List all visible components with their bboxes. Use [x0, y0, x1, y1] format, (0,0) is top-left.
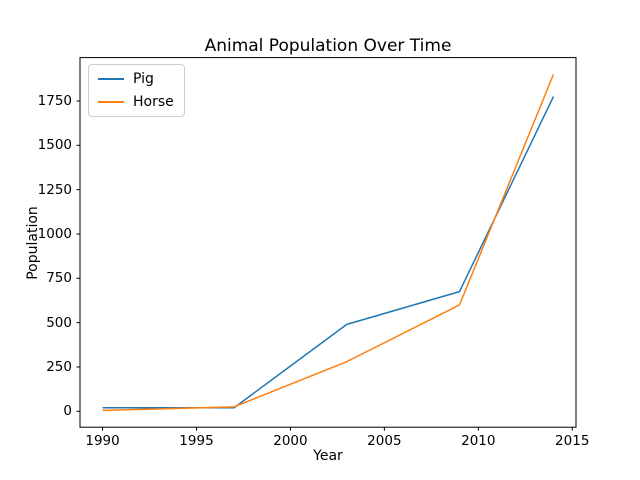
y-tick-label: 250: [46, 358, 72, 375]
y-tick-label: 750: [46, 270, 72, 287]
x-tick-label: 2000: [273, 433, 308, 449]
chart-title: Animal Population Over Time: [204, 36, 452, 56]
pig-line-swatch: [98, 78, 124, 80]
legend-label-horse: Horse: [133, 94, 174, 110]
x-tick-label: 1995: [179, 433, 214, 449]
x-tick-label: 2010: [461, 433, 496, 449]
y-tick-label: 1500: [37, 137, 72, 154]
x-tick-label: 1990: [85, 433, 120, 449]
pig-line: [102, 96, 555, 409]
x-tick-label: 2005: [367, 433, 402, 449]
x-axis-label: Year: [313, 448, 343, 464]
legend: Pig Horse: [88, 64, 185, 117]
axes-frame: [79, 57, 577, 428]
y-tick-label: 1250: [37, 181, 72, 198]
horse-line-swatch: [98, 101, 124, 103]
legend-item-pig: Pig: [98, 72, 174, 86]
y-tick-label: 0: [63, 403, 72, 420]
y-tick-label: 1750: [37, 92, 72, 109]
y-tick-label: 1000: [37, 225, 72, 242]
legend-item-horse: Horse: [98, 95, 174, 109]
x-tick-label: 2015: [555, 433, 590, 449]
horse-line: [102, 74, 555, 412]
legend-label-pig: Pig: [133, 71, 154, 87]
y-tick-label: 500: [46, 314, 72, 331]
